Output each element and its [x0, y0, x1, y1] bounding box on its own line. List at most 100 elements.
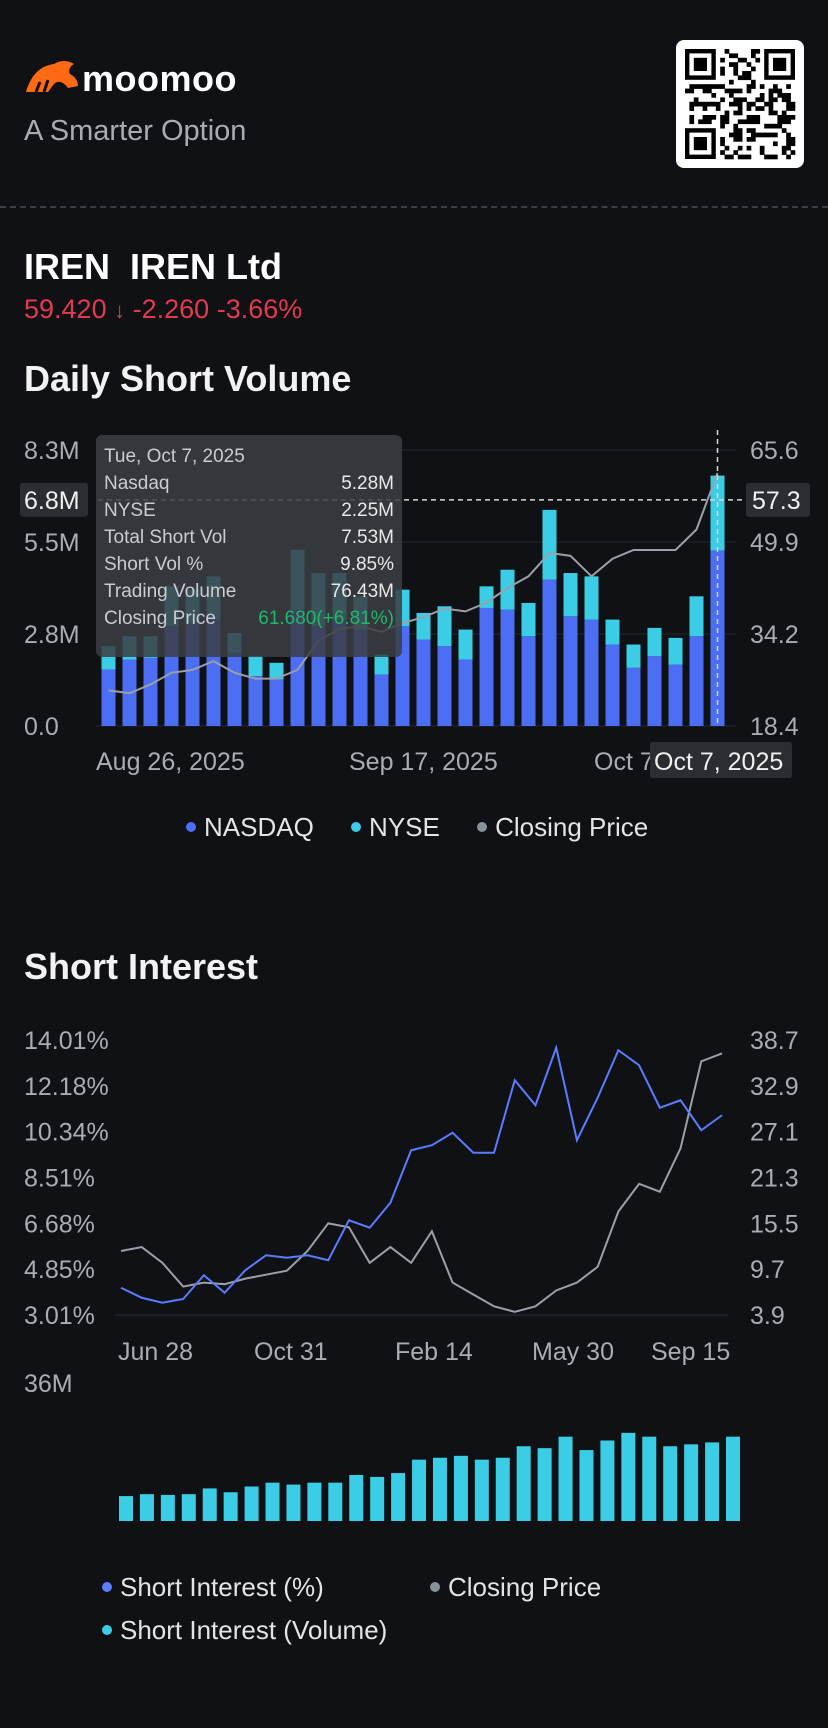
sv-bar-nyse — [248, 656, 263, 677]
qr-module — [702, 115, 708, 120]
qr-module — [768, 101, 774, 107]
sv-tooltip-date: Tue, Oct 7, 2025 — [104, 446, 245, 467]
qr-module — [707, 84, 712, 89]
qr-module — [715, 106, 721, 111]
qr-module — [746, 84, 752, 89]
sv-bar-nasdaq — [479, 607, 494, 726]
sv-bar-nyse — [374, 654, 389, 675]
sv-price-line — [108, 472, 719, 695]
qr-module — [707, 119, 712, 125]
qr-module — [790, 106, 796, 111]
qr-module — [786, 106, 791, 111]
sv-y-right-tick: 18.4 — [750, 713, 799, 741]
qr-module — [715, 84, 721, 89]
legend-closing-price[interactable]: Closing Price — [477, 812, 648, 842]
qr-module — [777, 123, 783, 129]
sv-tooltip-value: 5.28M — [341, 473, 394, 494]
qr-module — [693, 84, 699, 89]
qr-module — [724, 88, 730, 94]
short-interest-chart[interactable]: 3.01% 4.85% 6.68% 8.51% 10.34% 12.18% 14.01% 3.… — [0, 1010, 828, 1530]
sv-bar-nyse — [269, 662, 284, 680]
si-volume-axis-label: 36M — [24, 1370, 73, 1398]
si-y-left-tick: 3.01% — [24, 1302, 95, 1330]
sv-bar-nyse — [479, 586, 494, 608]
qr-module — [764, 123, 769, 129]
sv-bar-nyse — [668, 637, 683, 665]
si-volume-bar — [391, 1473, 406, 1521]
sv-bar-nyse — [689, 596, 704, 637]
si-y-left-tick: 6.68% — [24, 1210, 95, 1238]
sv-bar-nasdaq — [227, 652, 242, 726]
qr-module — [746, 62, 752, 67]
qr-module — [711, 93, 717, 98]
qr-module — [720, 119, 725, 125]
sv-tooltip-label: Total Short Vol — [104, 527, 227, 548]
qr-module — [715, 101, 721, 107]
qr-module — [720, 71, 725, 76]
qr-module — [751, 119, 756, 125]
sv-bar-nasdaq — [689, 636, 704, 726]
si-x-tick: Jun 28 — [118, 1338, 193, 1366]
sv-tooltip-label: Short Vol % — [104, 554, 203, 575]
qr-module — [781, 93, 787, 98]
qr-module — [733, 110, 739, 116]
legend-short-interest-volume[interactable]: Short Interest (Volume) — [102, 1615, 387, 1645]
sv-bar-nyse — [626, 644, 641, 668]
qr-module — [737, 97, 743, 103]
si-volume-bar — [453, 1455, 468, 1521]
qr-module — [693, 97, 699, 103]
sv-y-left-tick: 0.0 — [24, 713, 59, 741]
sv-bar-nasdaq — [542, 579, 557, 726]
qr-module — [786, 84, 791, 89]
si-volume-bar — [265, 1482, 280, 1521]
si-legend-1: Short Interest (%) — [102, 1572, 324, 1603]
qr-module — [746, 137, 752, 142]
si-volume-bar — [621, 1432, 636, 1521]
si-pct-line — [120, 1044, 723, 1304]
si-volume-bar — [370, 1476, 385, 1521]
sv-bar-nyse — [416, 612, 431, 640]
qr-module — [737, 132, 743, 138]
si-y-right-tick: 3.9 — [750, 1302, 785, 1330]
sv-bar-nasdaq — [626, 667, 641, 726]
si-volume-bar — [160, 1494, 175, 1521]
last-price: 59.420 — [24, 294, 107, 324]
daily-short-volume-chart[interactable]: 0.0 2.8M 5.5M 8.3M 18.4 34.2 49.9 65.6 Aug 26, 2… — [0, 420, 828, 790]
si-y-right-tick: 15.5 — [750, 1210, 799, 1238]
qr-module — [720, 137, 725, 142]
qr-module — [707, 115, 712, 120]
sv-tooltip-value: 9.85% — [340, 554, 394, 575]
qr-module — [768, 106, 774, 111]
qr-module — [733, 150, 739, 155]
sv-bar-nasdaq — [647, 656, 662, 726]
qr-module — [729, 88, 734, 94]
qr-module — [746, 71, 752, 76]
si-volume-bar — [705, 1442, 720, 1521]
qr-module — [759, 93, 765, 98]
sv-bar-nyse — [542, 509, 557, 580]
si-price-dot-icon — [430, 1582, 440, 1593]
sv-y-left-tick: 5.5M — [24, 529, 80, 557]
qr-module — [755, 115, 761, 120]
qr-module — [746, 154, 752, 160]
down-arrow-icon: ↓ — [114, 298, 126, 323]
qr-module — [720, 115, 725, 120]
qr-module — [759, 84, 765, 89]
legend-short-interest-pct[interactable]: Short Interest (%) — [102, 1572, 324, 1602]
price-change-pct: -3.66% — [216, 294, 303, 324]
qr-finder-core — [773, 57, 787, 71]
qr-module — [751, 49, 756, 54]
nyse-dot-icon — [351, 822, 362, 833]
si-volume-bar — [474, 1459, 489, 1521]
legend-nyse[interactable]: NYSE — [351, 812, 440, 842]
qr-module — [707, 88, 712, 94]
qr-module — [729, 53, 734, 59]
legend-nasdaq[interactable]: NASDAQ — [186, 812, 314, 842]
qr-module — [702, 119, 708, 125]
qr-module — [755, 57, 761, 63]
sv-crosshair-date-bg — [650, 742, 792, 778]
nasdaq-dot-icon — [186, 822, 196, 833]
legend-si-closing-price[interactable]: Closing Price — [430, 1572, 601, 1602]
sv-bar-nasdaq — [458, 659, 473, 726]
qr-module — [751, 66, 756, 72]
